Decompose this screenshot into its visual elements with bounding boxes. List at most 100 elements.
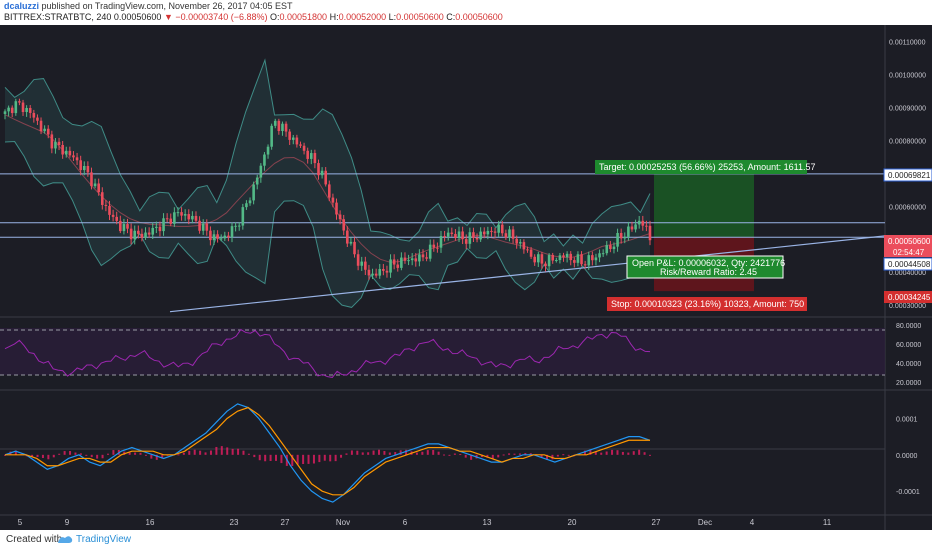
- candle-body: [288, 131, 291, 140]
- macd-axis[interactable]: 0.0001 0.0000 -0.0001: [896, 416, 920, 496]
- candle-body: [335, 202, 338, 215]
- publish-line: dcaluzzi published on TradingView.com, N…: [4, 1, 293, 11]
- macd-histogram-bar: [621, 451, 624, 455]
- candle-body: [609, 245, 612, 250]
- candle-body: [328, 184, 331, 198]
- macd-histogram-bar: [334, 454, 337, 462]
- candle-body: [140, 233, 144, 238]
- macd-histogram-bar: [318, 454, 321, 463]
- candle-body: [126, 224, 129, 229]
- candle-body: [583, 264, 587, 266]
- candle-body: [331, 197, 335, 203]
- candle-body: [475, 237, 479, 240]
- candle-body: [25, 107, 28, 113]
- price-tick-label: 0.00100000: [889, 72, 926, 79]
- macd-histogram-bar: [58, 453, 61, 455]
- candle-body: [526, 249, 529, 251]
- candle-body: [155, 226, 158, 228]
- tradingview-brand[interactable]: TradingView: [76, 534, 132, 545]
- candle-body: [302, 145, 306, 151]
- candle-body: [97, 183, 100, 193]
- candle-body: [457, 231, 461, 239]
- time-axis[interactable]: 5 9 16 23 27 Nov 6 13 20 27 Dec 4 11: [18, 518, 832, 527]
- candle-body: [291, 137, 295, 140]
- candle-body: [439, 236, 443, 248]
- macd-histogram-bar: [36, 454, 39, 458]
- candle-body: [612, 246, 616, 250]
- macd-histogram-bar: [502, 454, 505, 456]
- macd-histogram-bar: [443, 454, 446, 456]
- macd-histogram-bar: [226, 447, 229, 455]
- candle-body: [64, 150, 68, 155]
- macd-histogram-bar: [275, 454, 278, 461]
- close-value: 0.00050600: [455, 12, 503, 22]
- macd-histogram-bar: [513, 453, 516, 455]
- candle-body: [627, 226, 630, 237]
- macd-histogram-bar: [31, 454, 34, 457]
- pnl-label-box[interactable]: [626, 255, 784, 279]
- macd-histogram-bar: [383, 451, 386, 455]
- candle-body: [619, 232, 623, 239]
- candle-body: [601, 253, 605, 255]
- candle-body: [468, 232, 472, 244]
- macd-histogram-bar: [518, 453, 521, 455]
- candle-body: [144, 232, 147, 238]
- candle-body: [511, 229, 515, 239]
- candle-body: [382, 269, 385, 271]
- candle-body: [508, 229, 511, 238]
- macd-histogram-bar: [101, 454, 104, 459]
- macd-histogram-bar: [649, 454, 651, 456]
- candle-body: [86, 165, 90, 173]
- macd-histogram-bar: [394, 452, 397, 455]
- candle-body: [371, 273, 374, 276]
- high-value: 0.00052000: [338, 12, 387, 22]
- macd-histogram-bar: [616, 450, 619, 455]
- chart-canvas[interactable]: Target: 0.00025253 (56.66%) 25253, Amoun…: [0, 25, 932, 530]
- rsi-axis[interactable]: 80.0000 60.0000 40.0000 20.0000: [896, 323, 921, 387]
- chart-area[interactable]: Target: 0.00025253 (56.66%) 25253, Amoun…: [0, 25, 932, 530]
- macd-histogram-bar: [161, 454, 164, 459]
- price-axis[interactable]: 0.00110000 0.00100000 0.00090000 0.00080000…: [889, 39, 926, 310]
- macd-histogram-bar: [367, 452, 370, 455]
- macd-tick-label: 0.0000: [896, 453, 918, 460]
- lower-line-tag: [883, 257, 932, 271]
- candle-body: [461, 231, 464, 240]
- candle-body: [295, 137, 299, 145]
- macd-histogram-bar: [372, 450, 375, 455]
- time-tick-label: 20: [568, 518, 577, 527]
- target-label-box[interactable]: [595, 160, 807, 174]
- candle-body: [227, 235, 230, 238]
- macd-histogram-bar: [421, 451, 424, 455]
- candle-body: [576, 254, 580, 263]
- macd-histogram-bar: [182, 452, 185, 455]
- candle-body: [634, 224, 637, 230]
- countdown-tag: [884, 247, 932, 257]
- macd-histogram-bar: [150, 454, 153, 459]
- candle-body: [248, 200, 252, 204]
- time-tick-label: 6: [403, 518, 408, 527]
- author-link[interactable]: dcaluzzi: [4, 1, 40, 11]
- last-price: 0.00050600: [113, 12, 162, 22]
- candle-body: [540, 254, 544, 264]
- candle-body: [21, 102, 25, 113]
- macd-histogram-bar: [350, 450, 353, 455]
- stop-label-box[interactable]: [607, 297, 807, 311]
- open-label: O:: [269, 12, 280, 22]
- candle-body: [32, 112, 36, 118]
- rr-label: Risk/Reward Ratio: 2.45: [660, 267, 757, 277]
- candle-body: [529, 249, 533, 257]
- candle-body: [392, 259, 396, 265]
- signal-line: [5, 406, 650, 496]
- time-tick-label: 4: [750, 518, 755, 527]
- candle-body: [385, 270, 389, 273]
- macd-tick-label: 0.0001: [896, 416, 918, 423]
- candle-body: [346, 230, 349, 244]
- candles: [3, 98, 652, 281]
- candle-body: [277, 120, 281, 131]
- candle-body: [356, 254, 360, 266]
- candle-body: [407, 260, 410, 262]
- candle-body: [565, 253, 569, 258]
- macd-histogram-bar: [611, 449, 614, 455]
- candle-body: [237, 225, 241, 227]
- horizontal-lines[interactable]: [0, 173, 886, 313]
